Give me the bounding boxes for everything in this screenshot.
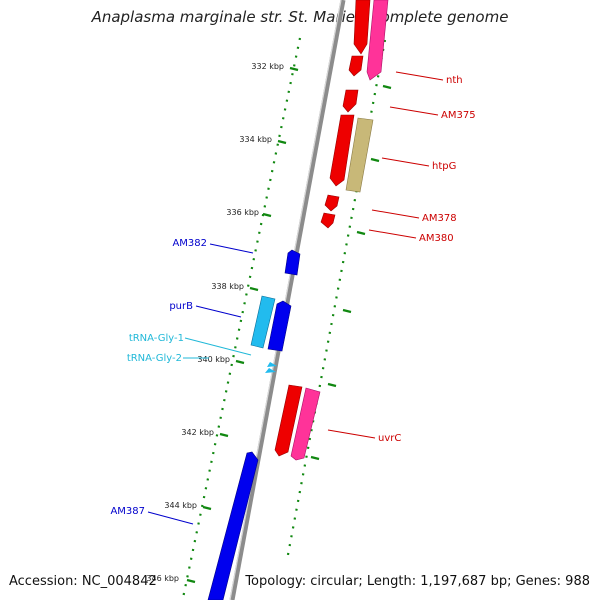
gene-label-am382: AM382 — [172, 238, 207, 249]
tick-label-336: 336 kbp — [226, 208, 259, 217]
tick-label-340: 340 kbp — [197, 355, 230, 364]
tick-label-332: 332 kbp — [251, 62, 284, 71]
gene-label-am375: AM375 — [441, 110, 476, 121]
tick-label-342: 342 kbp — [181, 428, 214, 437]
forward-cds-uvrc — [274, 384, 303, 457]
gene-label-nth: nth — [446, 75, 463, 86]
tick-label-334: 334 kbp — [239, 135, 272, 144]
gene-label-am378: AM378 — [422, 213, 457, 224]
forward-cds-htpg-left — [329, 114, 355, 187]
gene-label-trna-gly-1: tRNA-Gly-1 — [129, 333, 184, 344]
accession-text: Accession: NC_004842 — [9, 574, 157, 589]
reverse-cds-am387 — [207, 451, 259, 600]
reverse-cds-am382 — [284, 249, 301, 276]
forward-cds-am375 — [342, 89, 359, 113]
gene-label-am387: AM387 — [110, 506, 145, 517]
map-title: Anaplasma marginale str. St. Maries, com… — [91, 8, 509, 26]
left-tick-marks — [186, 66, 299, 584]
gene-label-purb: purB — [169, 301, 193, 312]
genome-stats-text: Topology: circular; Length: 1,197,687 bp… — [245, 574, 590, 589]
forward-cds-nth — [348, 55, 364, 77]
tick-label-338: 338 kbp — [211, 282, 244, 291]
feature-pink-top — [366, 0, 389, 81]
right-dot-track — [285, 39, 387, 561]
label-leader-lines — [147, 71, 444, 525]
right-tick-marks — [310, 84, 392, 461]
forward-cds-top — [353, 0, 371, 55]
gene-label-trna-gly-2: tRNA-Gly-2 — [127, 353, 182, 364]
tick-label-344: 344 kbp — [164, 501, 197, 510]
trna-gly-1-mark — [267, 362, 277, 367]
genome-backbone — [229, 0, 346, 600]
genome-backbone-highlight — [229, 0, 342, 600]
forward-cds-am380 — [320, 212, 336, 229]
forward-cds-am378 — [324, 194, 340, 212]
gene-label-htpg: htpG — [432, 161, 456, 172]
reverse-cds-purb — [267, 300, 292, 352]
trna-gly-2-mark — [265, 368, 276, 373]
feature-khaki-htpg — [345, 117, 374, 193]
feature-pink-uvrc — [290, 387, 321, 461]
tick-label-346: 346 kbp — [146, 574, 179, 583]
trna-feature-purb — [250, 295, 276, 349]
gene-label-uvrc: uvrC — [378, 433, 401, 444]
gene-label-am380: AM380 — [419, 233, 454, 244]
